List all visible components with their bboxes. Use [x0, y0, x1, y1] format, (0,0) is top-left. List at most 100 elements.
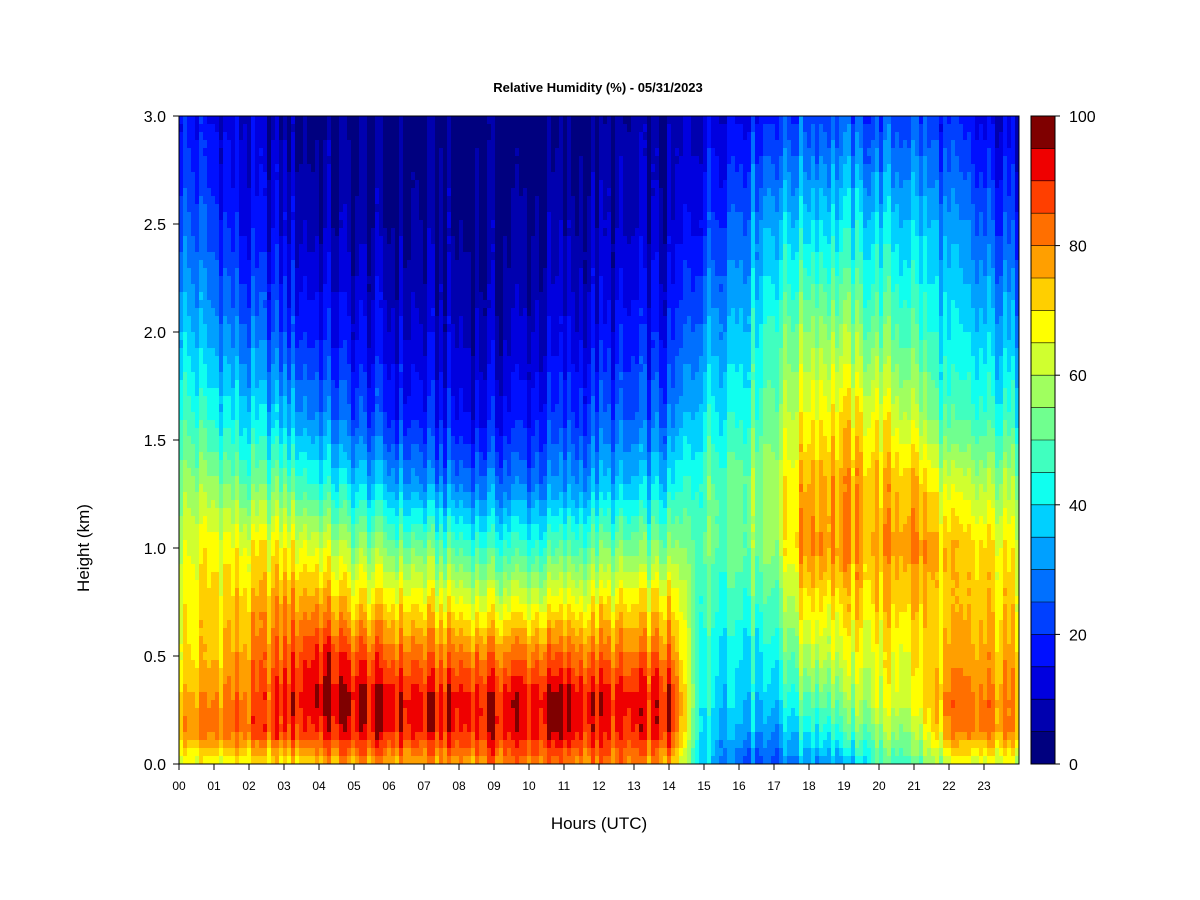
heatmap-cell [371, 500, 376, 509]
heatmap-cell [195, 300, 200, 309]
heatmap-cell [315, 596, 320, 605]
heatmap-cell [239, 260, 244, 269]
heatmap-cell [411, 348, 416, 357]
heatmap-cell [267, 172, 272, 181]
heatmap-cell [267, 452, 272, 461]
heatmap-cell [255, 436, 260, 445]
heatmap-cell [251, 204, 256, 213]
heatmap-cell [207, 372, 212, 381]
heatmap-cell [411, 188, 416, 197]
heatmap-cell [287, 476, 292, 485]
heatmap-cell [215, 300, 220, 309]
heatmap-cell [179, 444, 184, 453]
heatmap-cell [223, 468, 228, 477]
heatmap-cell [419, 516, 424, 525]
heatmap-cell [275, 156, 280, 165]
heatmap-cell [327, 580, 332, 589]
heatmap-cell [179, 460, 184, 469]
heatmap-cell [399, 700, 404, 709]
heatmap-cell [391, 332, 396, 341]
heatmap-cell [419, 572, 424, 581]
heatmap-cell [251, 260, 256, 269]
heatmap-cell [415, 252, 420, 261]
heatmap-cell [235, 436, 240, 445]
heatmap-cell [239, 396, 244, 405]
heatmap-cell [371, 676, 376, 685]
heatmap-cell [387, 644, 392, 653]
heatmap-cell [199, 324, 204, 333]
heatmap-cell [275, 404, 280, 413]
heatmap-cell [183, 244, 188, 253]
heatmap-cell [407, 220, 412, 229]
heatmap-cell [179, 732, 184, 741]
heatmap-cell [219, 468, 224, 477]
heatmap-cell [223, 148, 228, 157]
heatmap-cell [227, 644, 232, 653]
heatmap-cell [199, 404, 204, 413]
heatmap-cell [219, 436, 224, 445]
heatmap-cell [411, 380, 416, 389]
heatmap-cell [335, 372, 340, 381]
heatmap-cell [243, 516, 248, 525]
heatmap-cell [187, 252, 192, 261]
heatmap-cell [267, 380, 272, 389]
heatmap-cell [271, 332, 276, 341]
heatmap-cell [367, 444, 372, 453]
heatmap-cell [243, 436, 248, 445]
heatmap-cell [303, 668, 308, 677]
heatmap-cell [419, 260, 424, 269]
heatmap-cell [219, 460, 224, 469]
heatmap-cell [331, 148, 336, 157]
heatmap-cell [343, 164, 348, 173]
heatmap-cell [235, 196, 240, 205]
heatmap-cell [287, 156, 292, 165]
heatmap-cell [251, 556, 256, 565]
heatmap-cell [259, 340, 264, 349]
heatmap-cell [367, 524, 372, 533]
heatmap-cell [291, 436, 296, 445]
heatmap-cell [195, 716, 200, 725]
heatmap-cell [191, 348, 196, 357]
heatmap-cell [259, 372, 264, 381]
heatmap-cell [415, 620, 420, 629]
heatmap-cell [391, 468, 396, 477]
heatmap-cell [411, 372, 416, 381]
heatmap-cell [255, 356, 260, 365]
heatmap-cell [307, 276, 312, 285]
heatmap-cell [343, 324, 348, 333]
heatmap-cell [283, 540, 288, 549]
heatmap-cell [343, 268, 348, 277]
heatmap-cell [219, 396, 224, 405]
heatmap-cell [251, 596, 256, 605]
heatmap-cell [215, 508, 220, 517]
heatmap-cell [255, 180, 260, 189]
heatmap-cell [211, 516, 216, 525]
heatmap-cell [243, 636, 248, 645]
heatmap-cell [315, 644, 320, 653]
heatmap-cell [423, 268, 428, 277]
heatmap-cell [199, 660, 204, 669]
heatmap-cell [179, 180, 184, 189]
heatmap-cell [403, 612, 408, 621]
heatmap-cell [355, 332, 360, 341]
heatmap-cell [199, 300, 204, 309]
heatmap-cell [339, 372, 344, 381]
heatmap-cell [303, 700, 308, 709]
heatmap-cell [235, 732, 240, 741]
heatmap-cell [231, 412, 236, 421]
heatmap-cell [251, 444, 256, 453]
heatmap-cell [343, 596, 348, 605]
heatmap-cell [355, 716, 360, 725]
heatmap-cell [251, 460, 256, 469]
heatmap-cell [419, 628, 424, 637]
heatmap-cell [187, 732, 192, 741]
heatmap-cell [231, 212, 236, 221]
heatmap-cell [295, 644, 300, 653]
heatmap-cell [287, 332, 292, 341]
heatmap-cell [211, 548, 216, 557]
heatmap-cell [219, 532, 224, 541]
heatmap-cell [191, 140, 196, 149]
heatmap-cell [231, 660, 236, 669]
heatmap-cell [259, 652, 264, 661]
heatmap-cell [239, 140, 244, 149]
